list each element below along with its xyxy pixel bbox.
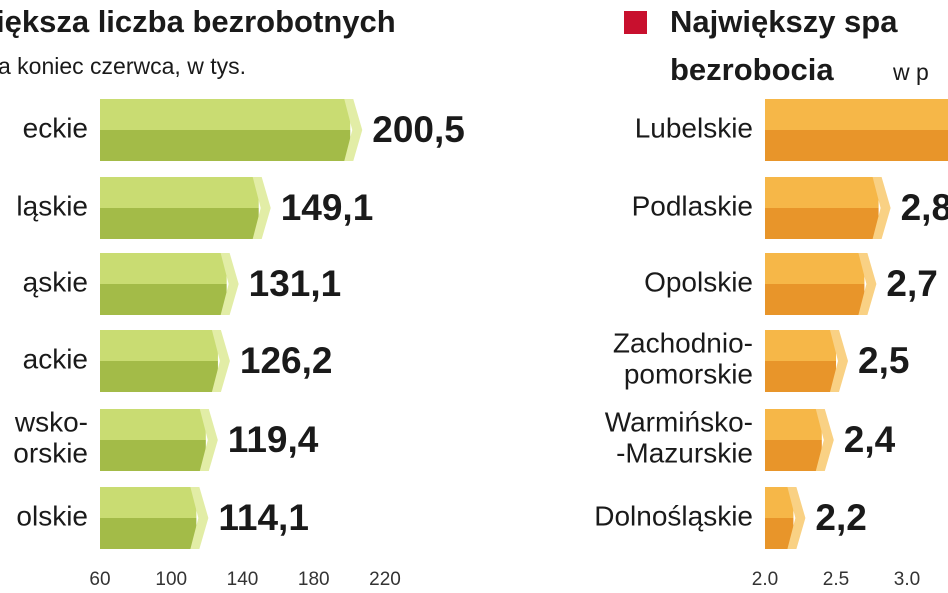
category-label: Zachodnio-pomorskie <box>613 328 753 390</box>
bar-bottom <box>100 130 351 161</box>
bar-cap <box>220 253 239 315</box>
value-label: 2,7 <box>886 263 937 304</box>
bar-top <box>100 330 218 361</box>
bar <box>100 177 271 239</box>
bar-top <box>100 409 206 440</box>
bar-cap <box>872 177 891 239</box>
x-tick-label: 60 <box>89 569 110 590</box>
category-label: wsko-orskie <box>13 407 88 469</box>
bar-bottom <box>765 440 822 471</box>
bar-cap <box>190 487 209 549</box>
bar-top <box>765 330 836 361</box>
value-label: 131,1 <box>249 263 342 304</box>
bar-cap <box>344 99 363 161</box>
category-label: Opolskie <box>644 266 753 297</box>
value-label: 119,4 <box>228 419 319 460</box>
chart-subtitle: a koniec czerwca, w tys. <box>0 53 246 79</box>
bar <box>765 253 877 315</box>
bar <box>100 487 209 549</box>
bar-bottom <box>765 284 865 315</box>
x-tick-label: 180 <box>298 569 330 590</box>
bar-bottom <box>100 361 218 392</box>
category-label: Dolnośląskie <box>594 500 753 531</box>
bar-top <box>765 409 822 440</box>
bar-top <box>100 99 351 130</box>
chart-title-line2: bezrobocia <box>670 52 834 87</box>
category-label: Warmińsko--Mazurskie <box>605 407 753 469</box>
x-tick-label: 2.5 <box>823 569 849 590</box>
bar-bottom <box>100 440 206 471</box>
bar-top <box>100 253 227 284</box>
bar-bottom <box>100 208 259 239</box>
bar-cap <box>830 330 848 392</box>
value-label: 2,8 <box>901 187 948 228</box>
bar-bottom <box>765 518 794 549</box>
x-tick-label: 2.0 <box>752 569 778 590</box>
bar <box>765 409 834 471</box>
bar-cap <box>858 253 877 315</box>
value-label: 200,5 <box>372 109 465 150</box>
bar <box>100 99 363 161</box>
chart-subtitle: w p <box>892 59 929 85</box>
bar-cap <box>211 330 230 392</box>
x-tick-label: 220 <box>369 569 401 590</box>
bar-cap <box>252 177 271 239</box>
x-tick-label: 100 <box>155 569 187 590</box>
bar-cap <box>815 409 834 471</box>
bar <box>100 253 239 315</box>
bar <box>765 177 891 239</box>
category-label: Podlaskie <box>632 190 753 221</box>
value-label: 126,2 <box>240 340 333 381</box>
bar-cap <box>787 487 806 549</box>
bar-bottom <box>100 518 197 549</box>
bar-top <box>100 177 259 208</box>
x-tick-label: 140 <box>227 569 259 590</box>
value-label: 2,5 <box>858 340 909 381</box>
bar-bottom <box>100 284 227 315</box>
category-label: eckie <box>23 112 88 143</box>
category-label: ląskie <box>16 190 88 221</box>
x-tick-label: 3.0 <box>894 569 920 590</box>
value-label: 2,4 <box>844 419 896 460</box>
bar-bottom <box>765 361 836 392</box>
bar-top <box>765 253 865 284</box>
chart-title: iększa liczba bezrobotnych <box>0 4 396 39</box>
bar <box>765 330 848 392</box>
bar-cap <box>199 409 218 471</box>
chart-title: Największy spa <box>670 4 898 39</box>
category-label: Lubelskie <box>635 112 753 143</box>
bar-bottom <box>765 130 948 161</box>
bar-bottom <box>765 208 879 239</box>
bar-top <box>765 177 879 208</box>
value-label: 149,1 <box>281 187 374 228</box>
category-label: olskie <box>16 500 88 531</box>
bar-top <box>100 487 197 518</box>
title-marker <box>624 11 647 34</box>
category-label: ackie <box>23 343 88 374</box>
bar <box>765 487 806 549</box>
bar-top <box>765 99 948 130</box>
bar <box>100 330 230 392</box>
bar <box>765 99 948 161</box>
category-label: ąskie <box>23 266 88 297</box>
bar <box>100 409 218 471</box>
bar-top <box>765 487 794 518</box>
value-label: 2,2 <box>815 497 866 538</box>
value-label: 114,1 <box>218 497 309 538</box>
